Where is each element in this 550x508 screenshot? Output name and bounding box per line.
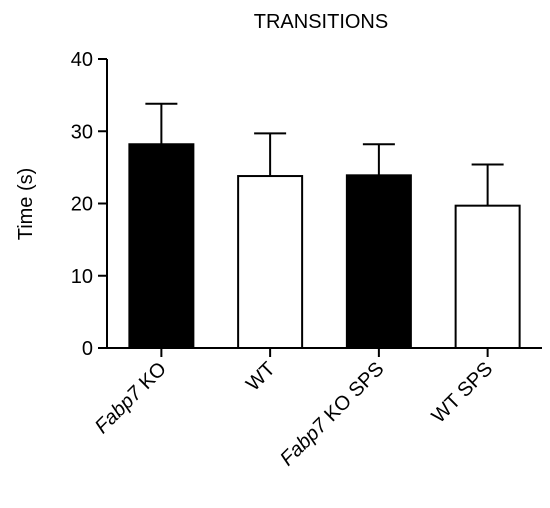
y-tick-label: 20 — [71, 194, 93, 216]
x-tick-label: WT SPS — [428, 358, 498, 428]
y-tick-label: 0 — [82, 338, 93, 360]
bars — [128, 143, 521, 349]
bar — [454, 204, 521, 349]
x-tick-label: Fabp7 KO SPS — [276, 358, 388, 470]
x-tick-label: Fabp7 KO — [91, 358, 171, 438]
y-ticks: 0 10 20 30 40 — [71, 49, 107, 360]
error-bars — [145, 102, 504, 206]
y-axis-label: Time (s) — [15, 168, 37, 241]
y-tick-label: 30 — [71, 121, 93, 143]
bar — [345, 174, 412, 349]
bar — [237, 175, 304, 349]
y-tick-label: 10 — [71, 266, 93, 288]
chart-title: TRANSITIONS — [254, 11, 388, 33]
y-tick-label: 40 — [71, 49, 93, 71]
bar — [128, 143, 195, 349]
x-tick-label: WT — [242, 358, 280, 396]
